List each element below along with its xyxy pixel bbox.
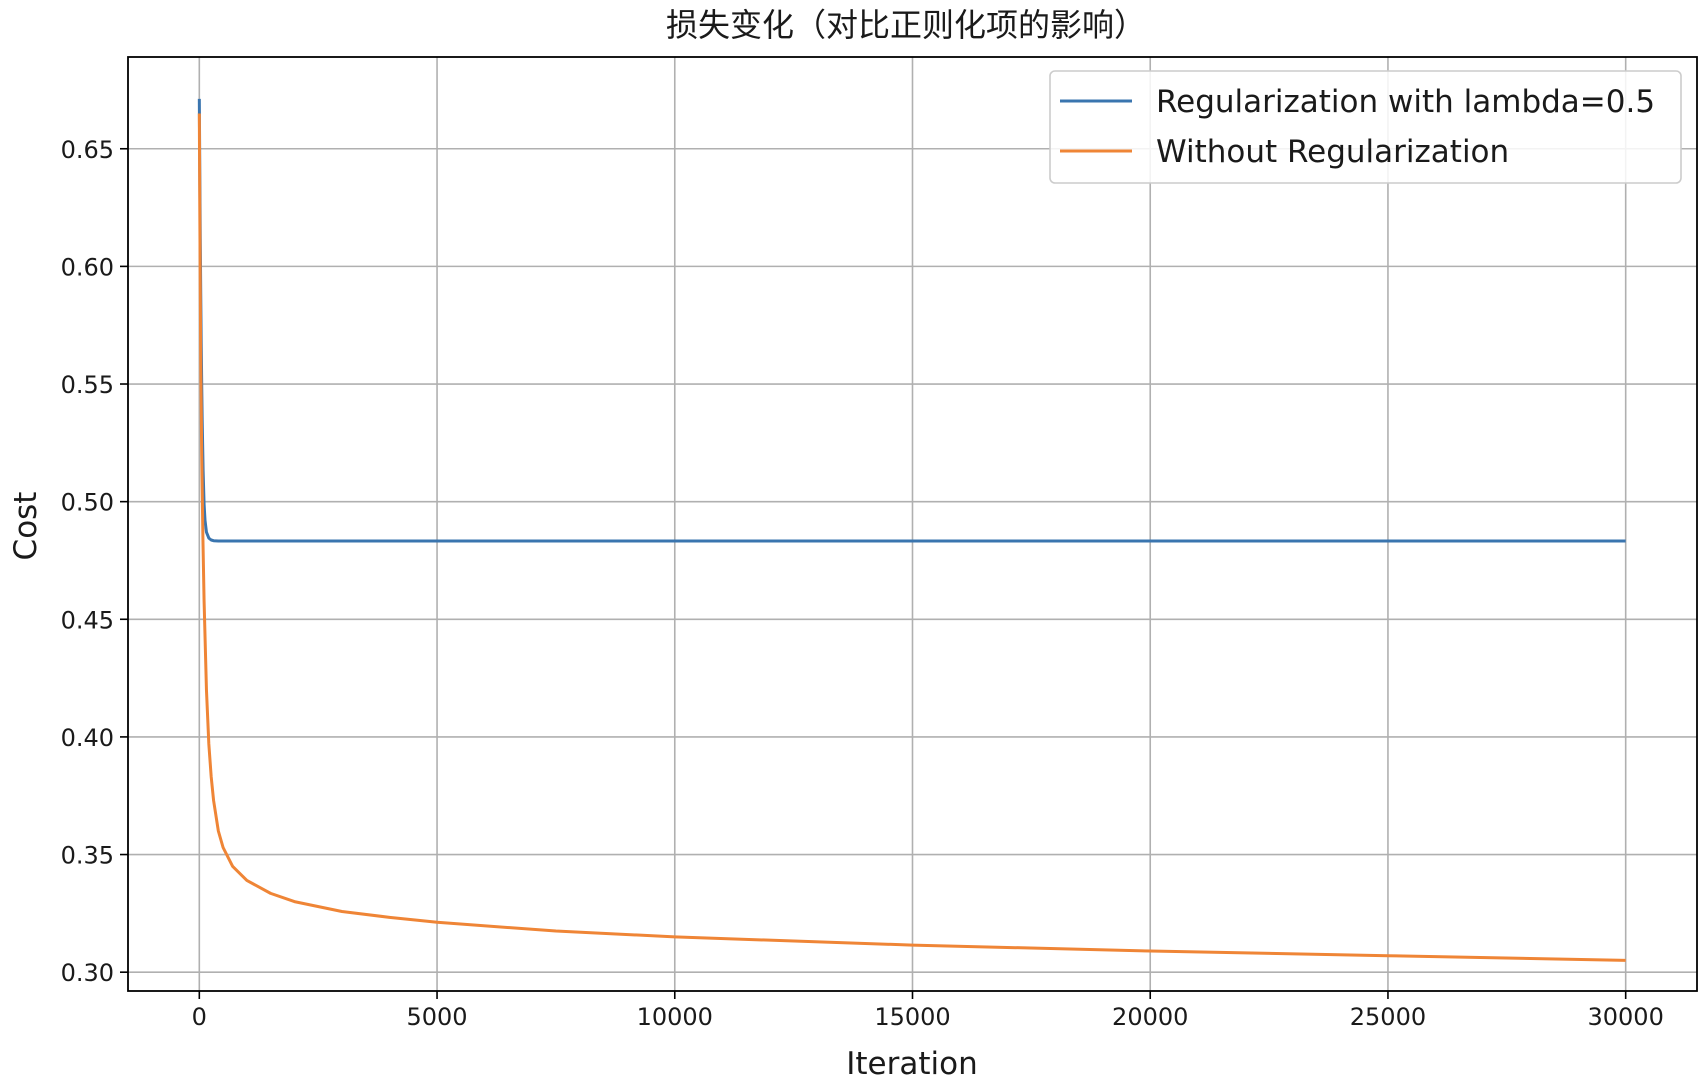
legend: Regularization with lambda=0.5 Without R… <box>1049 70 1682 184</box>
x-tick-label: 5000 <box>407 1003 468 1031</box>
y-tick-label: 0.50 <box>61 489 114 517</box>
x-tick-label: 25000 <box>1350 1003 1426 1031</box>
x-tick-label: 15000 <box>874 1003 950 1031</box>
x-tick-label: 10000 <box>637 1003 713 1031</box>
x-tick-label: 0 <box>192 1003 207 1031</box>
series-lines <box>197 98 1626 962</box>
series-line-unregularized <box>197 113 1626 962</box>
x-tick-label: 30000 <box>1588 1003 1664 1031</box>
y-tick-label: 0.60 <box>61 253 114 281</box>
x-tick-label: 20000 <box>1112 1003 1188 1031</box>
grid-lines <box>128 57 1697 991</box>
x-axis-label: Iteration <box>846 1046 978 1076</box>
y-tick-label: 0.65 <box>61 136 114 164</box>
chart-title: 损失变化（对比正则化项的影响） <box>666 6 1146 44</box>
legend-label-regularized: Regularization with lambda=0.5 <box>1156 84 1655 120</box>
y-axis-label: Cost <box>8 492 44 561</box>
y-tick-label: 0.40 <box>61 724 114 752</box>
legend-label-unregularized: Without Regularization <box>1156 134 1509 170</box>
y-tick-label: 0.35 <box>61 842 114 870</box>
y-tick-label: 0.55 <box>61 371 114 399</box>
legend-box <box>1049 70 1682 184</box>
axis-ticks: 0 5000 10000 15000 20000 25000 30000 0.30 0.35 0.… <box>61 136 1664 1031</box>
y-tick-label: 0.45 <box>61 606 114 634</box>
y-tick-label: 0.30 <box>61 959 114 987</box>
